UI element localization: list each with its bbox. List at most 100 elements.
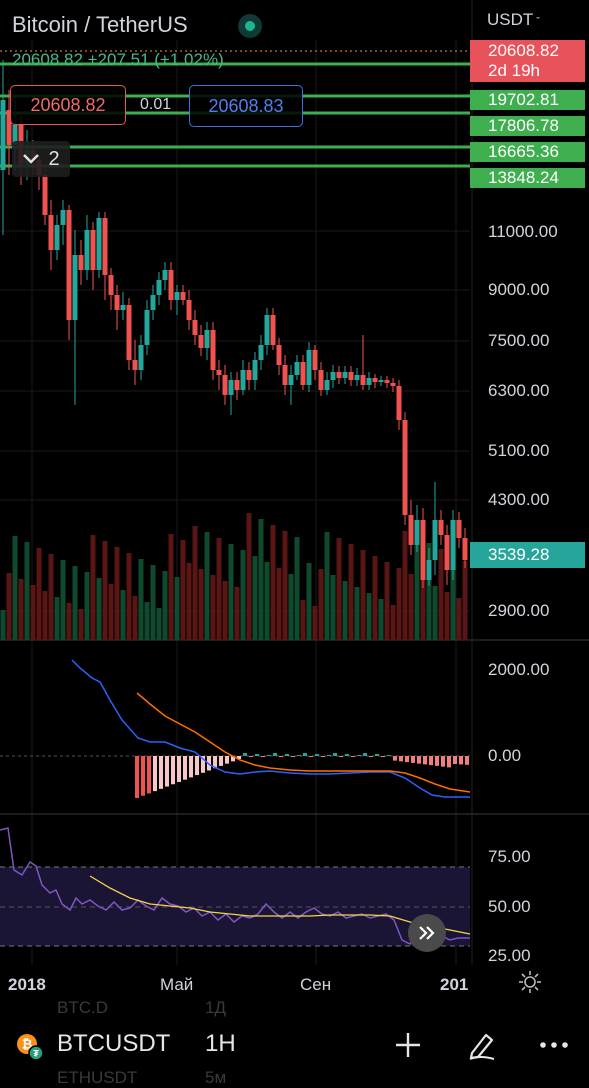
candle-body xyxy=(402,420,408,515)
double-chevron-right-icon xyxy=(419,926,435,940)
volume-bar xyxy=(156,608,162,640)
candle-body xyxy=(198,335,204,348)
macd-histogram-bar xyxy=(423,756,427,765)
alert-tag[interactable]: 19702.81 xyxy=(470,90,585,110)
pen-icon[interactable] xyxy=(466,1029,498,1061)
macd-histogram-bar xyxy=(321,756,325,757)
plus-icon[interactable] xyxy=(392,1029,424,1061)
chart-settings-icon[interactable] xyxy=(518,970,542,994)
volume-bar xyxy=(126,553,132,640)
macd-histogram-bar xyxy=(177,756,181,782)
indicators-collapse-button[interactable]: 2 xyxy=(12,141,70,177)
candle-body xyxy=(186,300,192,320)
more-icon[interactable] xyxy=(538,1029,570,1061)
candle-body xyxy=(348,372,354,380)
macd-histogram-bar xyxy=(273,753,277,756)
currency-selector[interactable]: USDT ˇ xyxy=(487,10,540,30)
candle-body xyxy=(240,370,246,390)
volume-bar xyxy=(336,538,342,640)
macd-histogram-bar xyxy=(357,755,361,756)
volume-bar xyxy=(198,569,204,640)
volume-bar xyxy=(60,560,66,640)
candle-body xyxy=(174,292,180,300)
volume-bar xyxy=(402,531,408,640)
volume-bar xyxy=(366,593,372,640)
symbol-selector[interactable]: BTCUSDT xyxy=(57,1030,171,1057)
volume-bar xyxy=(162,571,168,640)
volume-bar xyxy=(78,609,84,640)
candle-body xyxy=(318,370,324,390)
candle-body xyxy=(90,230,96,270)
sell-price-button[interactable]: 20608.82 xyxy=(10,85,126,125)
candle-body xyxy=(294,362,300,375)
alert-tag[interactable]: 16665.36 xyxy=(470,142,585,162)
volume-bar xyxy=(384,562,390,640)
candle-body xyxy=(306,350,312,385)
candle-body xyxy=(12,125,18,145)
candle-body xyxy=(234,380,240,390)
candle-body xyxy=(126,305,132,360)
candle-body xyxy=(360,375,366,385)
time-axis-label: 201 xyxy=(440,975,469,994)
macd-histogram-bar xyxy=(315,754,319,756)
candle-body xyxy=(426,560,432,580)
macd-signal-line xyxy=(136,692,471,793)
interval-selector[interactable]: 1H xyxy=(205,1030,236,1057)
scroll-to-latest-button[interactable] xyxy=(408,914,446,952)
macd-histogram-bar xyxy=(195,756,199,776)
pair-title[interactable]: Bitcoin / TetherUS xyxy=(12,12,188,37)
volume-bar xyxy=(258,519,264,640)
volume-bar xyxy=(90,535,96,640)
candle-body xyxy=(390,383,396,386)
volume-bar xyxy=(348,544,354,640)
price-axis-label: 11000.00 xyxy=(488,222,558,241)
alert-tag[interactable]: 17806.78 xyxy=(470,116,585,136)
macd-histogram-bar xyxy=(369,756,373,757)
macd-histogram-bar xyxy=(429,756,433,766)
current-price-value: 20608.82 xyxy=(488,41,559,60)
volume-bar xyxy=(444,592,450,640)
volume-bar xyxy=(84,572,90,640)
candle-body xyxy=(120,305,126,310)
candle-body xyxy=(144,310,150,345)
price-change-line: 20608.82 +207.51 (+1.02%) xyxy=(12,50,224,69)
chart-canvas[interactable] xyxy=(0,0,589,1000)
volume-bar xyxy=(462,561,468,640)
candle-body xyxy=(102,218,108,275)
volume-bar xyxy=(360,550,366,640)
candle-body xyxy=(246,370,252,380)
candle-body xyxy=(42,175,48,215)
volume-bar xyxy=(132,596,138,640)
macd-axis-label: 0.00 xyxy=(488,746,522,765)
time-axis-label: 2018 xyxy=(8,975,46,994)
volume-bar xyxy=(426,543,432,640)
candle-body xyxy=(228,380,234,395)
macd-histogram-bar xyxy=(267,755,271,756)
chevron-down-icon: ˇ xyxy=(536,16,540,28)
last-price-tag: 3539.28 xyxy=(470,542,585,568)
candle-body xyxy=(276,345,282,365)
volume-bar xyxy=(270,525,276,640)
volume-bar xyxy=(12,536,18,640)
alert-tag[interactable]: 13848.24 xyxy=(470,168,585,188)
time-axis-label: Сен xyxy=(300,975,332,994)
candle-body xyxy=(438,520,444,535)
candle-body xyxy=(156,280,162,295)
volume-bar xyxy=(378,599,384,640)
ghost-watchlist-interval: 1Д xyxy=(205,998,226,1017)
candle-body xyxy=(300,362,306,385)
volume-bar xyxy=(282,531,288,640)
volume-bars xyxy=(0,513,468,640)
macd-histogram-bar xyxy=(411,756,415,763)
macd-histogram-bar xyxy=(309,756,313,757)
macd-histogram-bar xyxy=(261,756,265,757)
macd-histogram-bar xyxy=(459,756,463,765)
volume-bar xyxy=(306,563,312,640)
candle-body xyxy=(84,230,90,270)
buy-price-button[interactable]: 20608.83 xyxy=(189,85,303,127)
candle-body xyxy=(66,210,72,320)
macd-histogram-bar xyxy=(255,754,259,756)
volume-bar xyxy=(66,603,72,640)
volume-bar xyxy=(6,573,12,640)
volume-bar xyxy=(222,581,228,640)
